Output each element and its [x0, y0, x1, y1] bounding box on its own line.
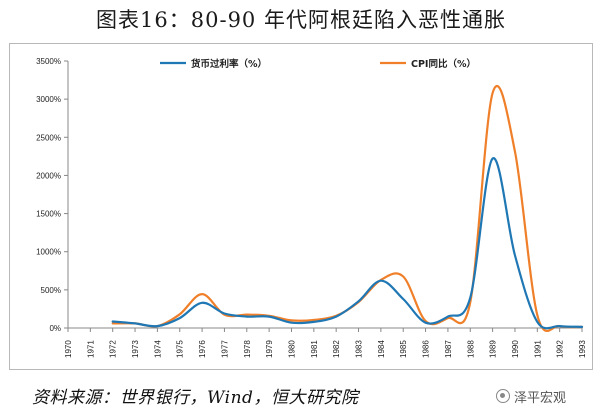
x-tick-label: 1975 — [176, 340, 185, 358]
x-tick-label: 1983 — [355, 340, 364, 358]
line-chart: 0% 500% 1000% 1500% 2000% 2500% 3000% 3500% 1970… — [36, 57, 587, 358]
x-tick-label: 1974 — [153, 340, 162, 358]
y-tick-label: 2500% — [36, 133, 61, 142]
x-tick-label: 1988 — [466, 340, 475, 358]
x-tick-label: 1973 — [131, 340, 140, 358]
x-tick-label: 1992 — [556, 340, 565, 358]
y-tick-label: 500% — [41, 286, 61, 295]
x-tick-label: 1982 — [332, 340, 341, 358]
x-tick-label: 1985 — [399, 340, 408, 358]
source-note: 资料来源：世界银行，Wind，恒大研究院 — [32, 388, 359, 408]
y-tick-label: 1000% — [36, 248, 61, 257]
deposit-rate-line — [111, 157, 584, 330]
x-tick-label: 1972 — [109, 340, 118, 358]
watermark: 泽平宏观 — [496, 386, 566, 406]
x-tick-label: 1984 — [377, 340, 386, 358]
x-tick-label: 1977 — [220, 340, 229, 358]
x-tick-label: 1981 — [310, 340, 319, 358]
x-tick-label: 1990 — [511, 340, 520, 358]
x-tick-label: 1993 — [578, 340, 587, 358]
x-tick-label: 1978 — [243, 340, 252, 358]
chart-caption: 图表16：80-90 年代阿根廷陷入恶性通胀 — [96, 8, 506, 32]
y-tick-label: 0% — [49, 324, 61, 333]
y-tick-label: 2000% — [36, 171, 61, 180]
chart-frame: 0% 500% 1000% 1500% 2000% 2500% 3000% 3500% 1970… — [9, 43, 593, 370]
x-tick-label: 1989 — [489, 340, 498, 358]
x-tick-label: 1987 — [444, 340, 453, 358]
x-tick-label: 1991 — [533, 340, 542, 358]
legend-label: 货币过利率（%） — [190, 58, 267, 70]
x-tick-label: 1970 — [64, 340, 73, 358]
x-tick-label: 1976 — [198, 340, 207, 358]
wechat-logo-icon — [496, 389, 510, 403]
x-tick-label: 1979 — [265, 340, 274, 358]
x-tick-label: 1980 — [287, 340, 296, 358]
y-tick-label: 3500% — [36, 57, 61, 66]
watermark-text: 泽平宏观 — [514, 390, 567, 406]
y-tick-label: 1500% — [36, 210, 61, 219]
cpi-line — [111, 84, 584, 332]
legend-label: CPI同比（%） — [411, 58, 476, 70]
x-tick-label: 1971 — [86, 340, 95, 358]
x-tick-label: 1986 — [422, 340, 431, 358]
y-tick-label: 3000% — [36, 95, 61, 104]
